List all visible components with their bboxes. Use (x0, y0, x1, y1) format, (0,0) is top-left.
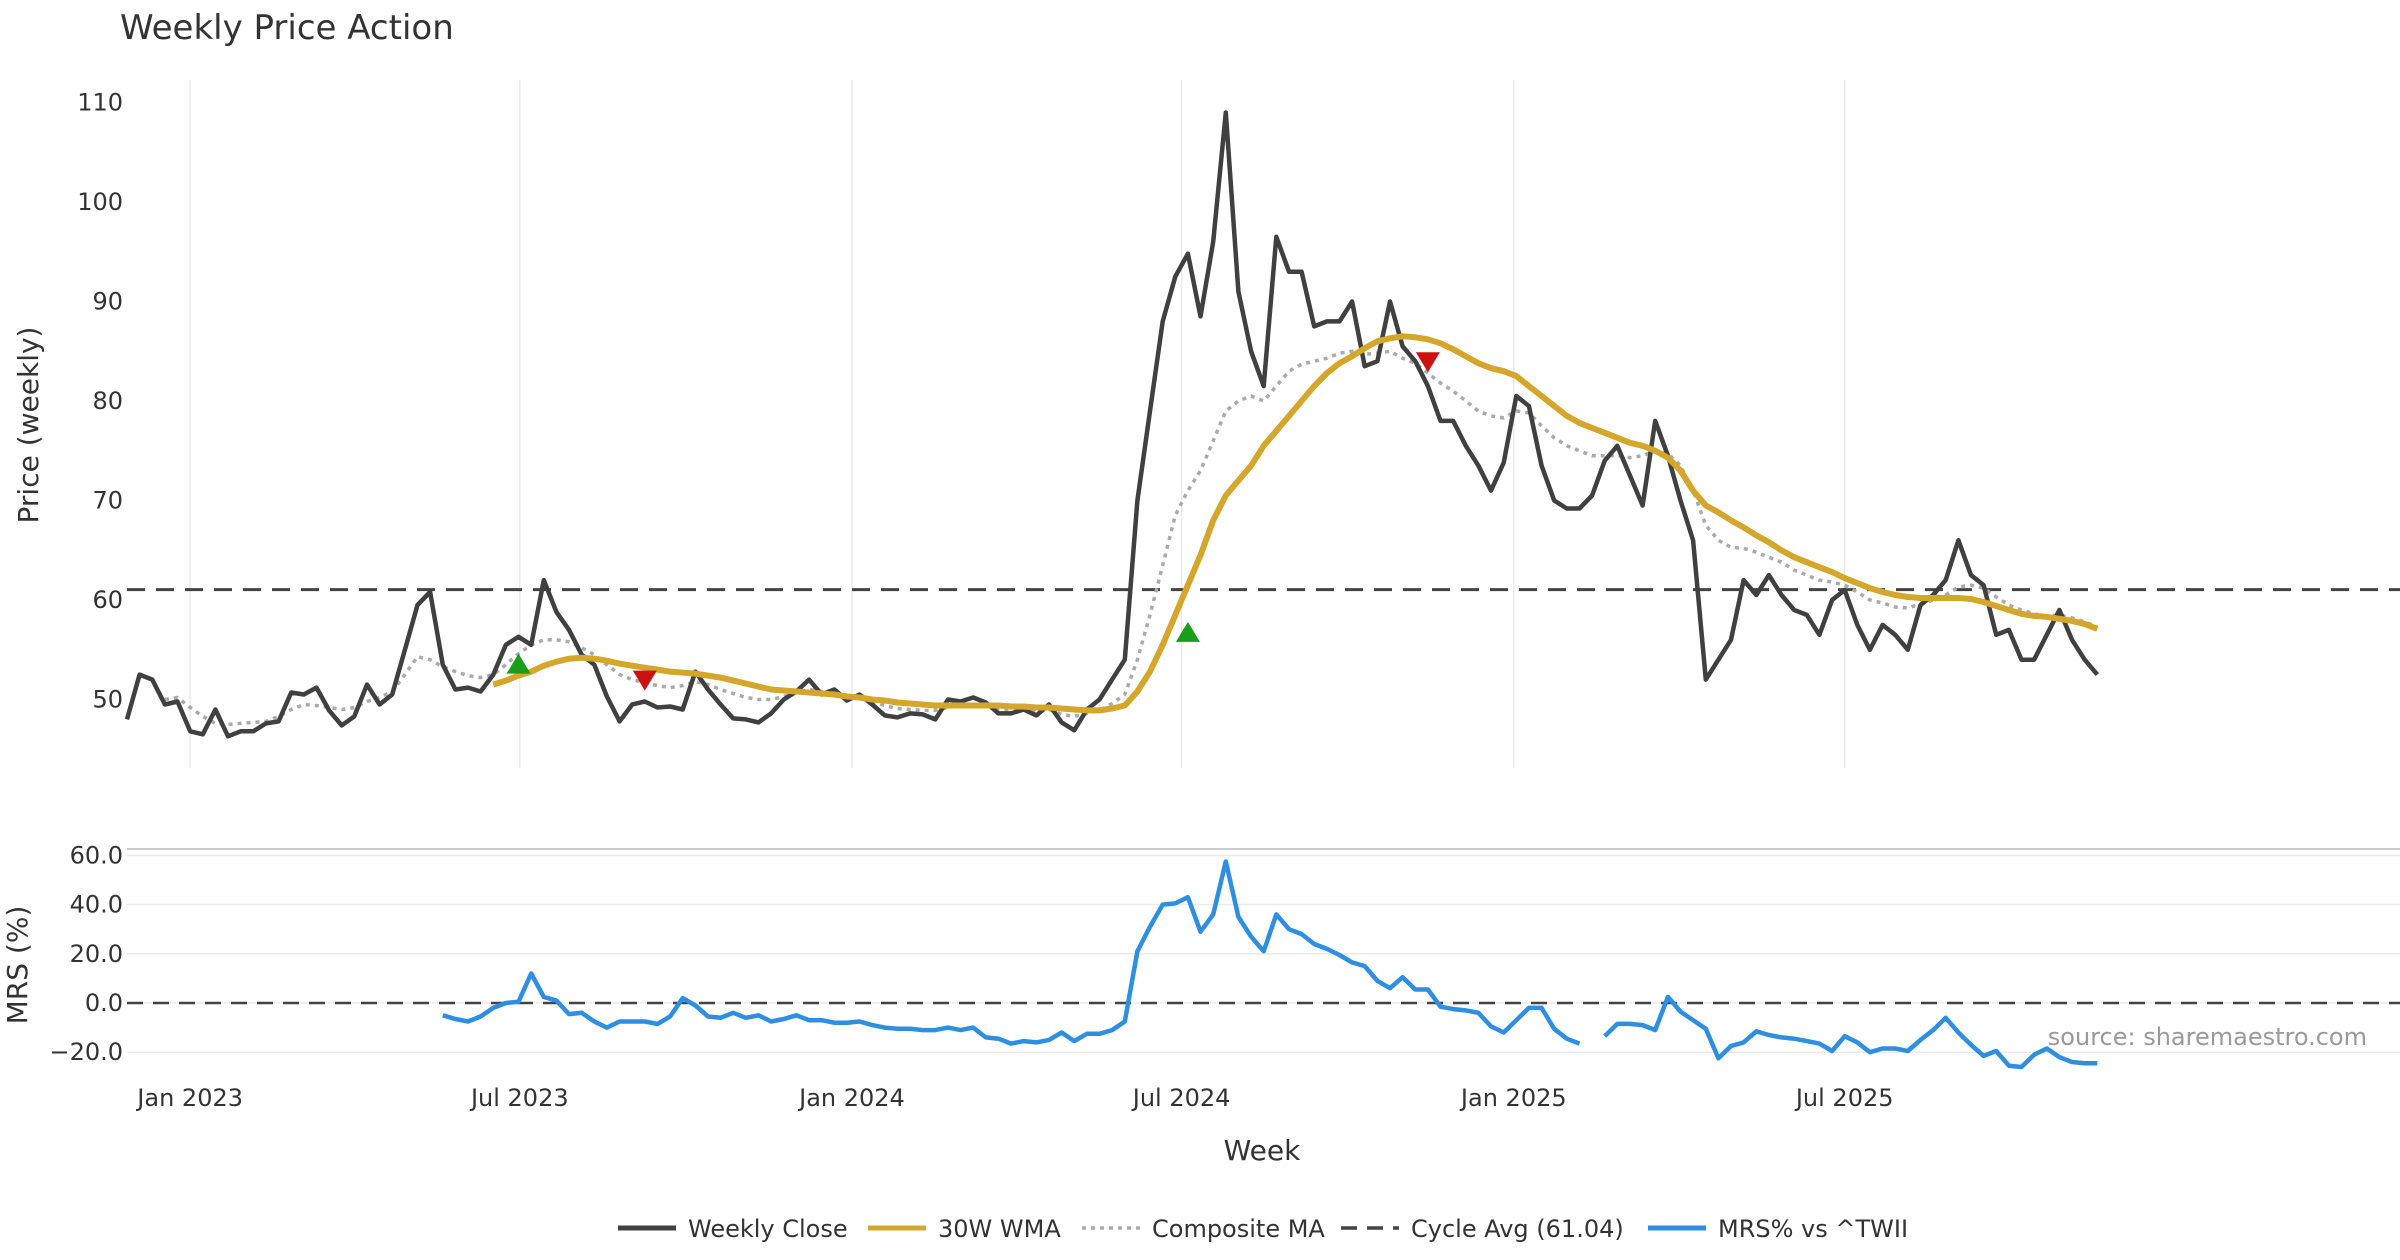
mrs-y-axis-label: MRS (%) (1, 906, 34, 1025)
price-y-tick-label: 60 (92, 586, 123, 614)
buy-signal-marker (506, 653, 531, 674)
mrs-gridlines (127, 854, 2400, 1053)
legend-item: MRS% vs ^TWII (1648, 1215, 1908, 1243)
legend-item: Weekly Close (618, 1215, 848, 1243)
price-y-tick-label: 110 (77, 89, 123, 117)
legend-label: 30W WMA (938, 1215, 1061, 1243)
x-ticks: Jan 2023 Jul 2023 Jan 2024 Jul 2024 Jan 2025… (135, 1084, 1893, 1112)
sell-signal-marker (632, 670, 657, 691)
mrs-y-tick-label: 20.0 (70, 940, 123, 968)
price-y-tick-label: 80 (92, 387, 123, 415)
x-axis-label: Week (1224, 1134, 1301, 1167)
composite-ma-line (164, 349, 2098, 727)
mrs-y-tick-label: 0.0 (85, 989, 123, 1017)
legend-label: Composite MA (1152, 1215, 1325, 1243)
weekly-close-line (124, 110, 2100, 739)
legend-item: Composite MA (1082, 1215, 1325, 1243)
mrs-series-group (127, 859, 2400, 1070)
x-tick-label: Jan 2023 (135, 1084, 243, 1112)
sell-signal-marker (1415, 352, 1440, 373)
x-tick-label: Jan 2024 (797, 1084, 905, 1112)
mrs-line-segment-1 (1603, 994, 2098, 1070)
chart-title: Weekly Price Action (120, 8, 454, 48)
legend-label: Cycle Avg (61.04) (1411, 1215, 1624, 1243)
price-y-tick-label: 100 (77, 188, 123, 216)
legend-label: Weekly Close (688, 1215, 848, 1243)
x-tick-label: Jan 2025 (1459, 1084, 1567, 1112)
mrs-line-segment-0 (442, 859, 1581, 1046)
x-tick-label: Jul 2023 (469, 1084, 569, 1112)
price-gridlines (189, 80, 1846, 768)
mrs-y-ticks: −20.0 0.0 20.0 40.0 60.0 (49, 841, 123, 1066)
price-y-ticks: 50 60 70 80 90 100 110 (77, 89, 123, 714)
buy-signal-marker (1175, 621, 1200, 642)
price-y-axis-label: Price (weekly) (12, 327, 45, 524)
legend-item: Cycle Avg (61.04) (1341, 1215, 1624, 1243)
price-y-tick-label: 70 (92, 487, 123, 515)
wma-30w-line (492, 333, 2099, 714)
chart-legend: Weekly Close 30W WMA Composite MA Cycle Avg… (618, 1215, 1908, 1243)
legend-item: 30W WMA (868, 1215, 1061, 1243)
price-series-group (124, 110, 2400, 739)
x-tick-label: Jul 2025 (1794, 1084, 1894, 1112)
mrs-y-tick-label: 40.0 (70, 891, 123, 919)
price-y-tick-label: 90 (92, 288, 123, 316)
price-y-tick-label: 50 (92, 686, 123, 714)
source-watermark: source: sharemaestro.com (2048, 1023, 2367, 1051)
mrs-y-tick-label: 60.0 (70, 841, 123, 869)
legend-label: MRS% vs ^TWII (1718, 1215, 1908, 1243)
x-tick-label: Jul 2024 (1131, 1084, 1231, 1112)
mrs-y-tick-label: −20.0 (49, 1038, 123, 1066)
